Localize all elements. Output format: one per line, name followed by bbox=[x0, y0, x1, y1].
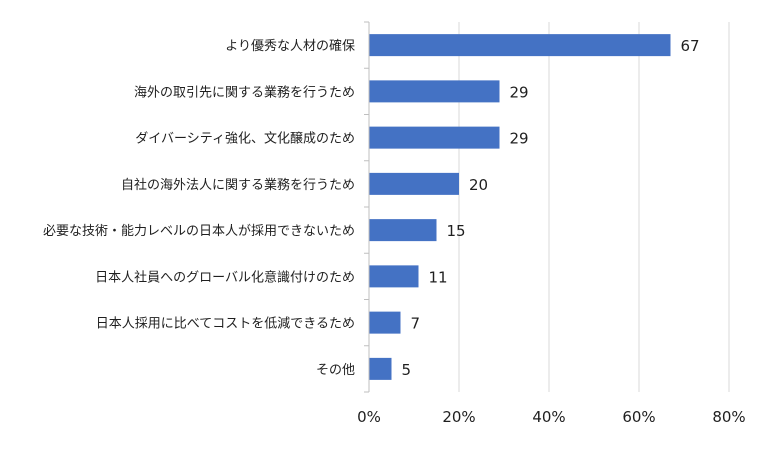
category-label: 日本人社員へのグローバル化意識付けのため bbox=[95, 269, 355, 285]
bar bbox=[369, 357, 392, 380]
data-label: 29 bbox=[510, 83, 529, 101]
category-label: ダイバーシティ強化、文化醸成のため bbox=[135, 132, 355, 147]
category-label: より優秀な人材の確保 bbox=[225, 38, 355, 54]
data-label: 5 bbox=[402, 361, 412, 379]
axes: 0% 20% 40% 60% 80% bbox=[357, 21, 746, 426]
x-tick-label: 40% bbox=[532, 408, 565, 426]
x-tick-label: 80% bbox=[712, 408, 745, 426]
data-label: 20 bbox=[469, 176, 488, 194]
data-label: 7 bbox=[411, 315, 421, 333]
bar bbox=[369, 34, 671, 57]
labels: より優秀な人材の確保 67 海外の取引先に関する業務を行うため 29 ダイバーシティ強化… bbox=[43, 37, 700, 379]
data-label: 15 bbox=[447, 222, 466, 240]
data-label: 11 bbox=[429, 268, 448, 286]
category-label: 自社の海外法人に関する業務を行うため bbox=[121, 177, 355, 193]
category-label: その他 bbox=[316, 363, 355, 378]
category-label: 日本人採用に比べてコストを低減できるため bbox=[96, 316, 355, 332]
bar bbox=[369, 265, 419, 288]
x-tick-label: 60% bbox=[622, 408, 655, 426]
bar bbox=[369, 126, 500, 149]
x-tick-label: 0% bbox=[357, 408, 381, 426]
category-label: 海外の取引先に関する業務を行うため bbox=[134, 84, 355, 100]
bars bbox=[369, 34, 671, 380]
bar bbox=[369, 311, 401, 334]
bar bbox=[369, 219, 437, 242]
category-label: 必要な技術・能力レベルの日本人が採用できないため bbox=[43, 224, 355, 239]
bar bbox=[369, 80, 500, 103]
grid-lines bbox=[458, 22, 730, 392]
data-label: 29 bbox=[510, 130, 529, 148]
bar bbox=[369, 172, 459, 195]
data-label: 67 bbox=[681, 37, 700, 55]
x-tick-label: 20% bbox=[442, 408, 475, 426]
